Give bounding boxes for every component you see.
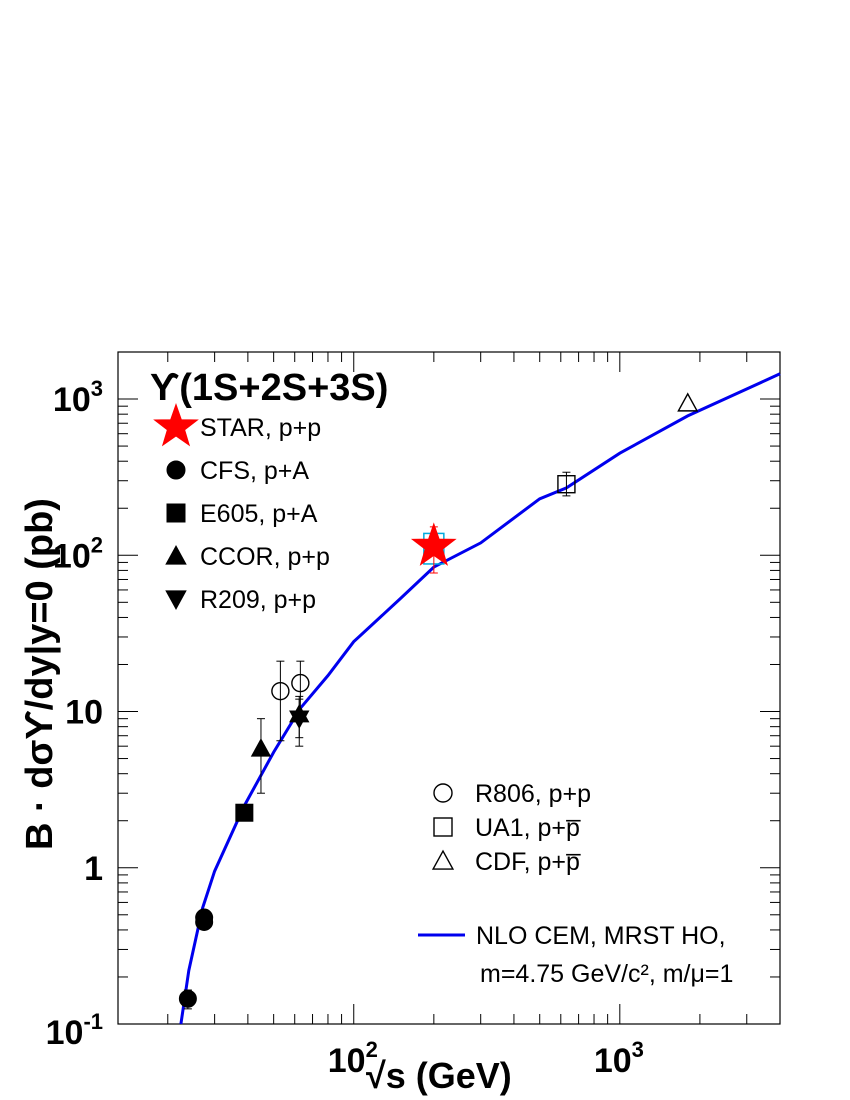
axis-tick-labels: 10-1 1 10 102 103 102 103	[46, 376, 644, 1080]
x-tick-label: 102	[328, 1037, 378, 1080]
star-p-p-marker	[410, 522, 457, 566]
legend-upper-marker	[165, 545, 187, 565]
legend-curve-label: NLO CEM, MRST HO,	[476, 922, 726, 950]
ccor-p-p-marker	[250, 738, 272, 757]
legend-lower-label: UA1, p+p̅	[475, 814, 581, 842]
plot-frame	[117, 351, 781, 1025]
legend-upper-label: CCOR, p+p	[200, 543, 330, 571]
legend-lower-marker	[433, 783, 453, 803]
legend-upper-label: E605, p+A	[200, 500, 318, 528]
legend-lower-marker	[433, 817, 453, 837]
r806-p-p-marker	[271, 681, 290, 701]
y-tick-label: 102	[53, 532, 103, 575]
e605-p-a-marker	[235, 803, 254, 822]
y-axis-label: B · dσϒ/dy|y=0 (pb)	[19, 498, 61, 850]
legend-lower-label: R806, p+p	[475, 780, 591, 808]
cdf-p-p-marker	[677, 392, 699, 412]
x-tick-label: 103	[594, 1037, 644, 1080]
ua1-p-p-marker	[557, 475, 576, 494]
legend-lower-marker	[431, 849, 455, 870]
legend-curve-label-line2: m=4.75 GeV/c², m/μ=1	[480, 960, 733, 988]
y-tick-label: 10	[65, 694, 103, 732]
data-markers	[178, 392, 699, 1010]
axis-ticks	[118, 351, 781, 1025]
r806-p-p-marker	[291, 673, 310, 693]
nlo-cem-curve	[179, 372, 781, 1025]
legend-upper-marker	[166, 460, 186, 480]
legend-upper-label: R209, p+p	[200, 586, 316, 614]
legend-lower: R806, p+p UA1, p+p̅ CDF, p+p̅	[431, 780, 591, 876]
x-axis-label: √s (GeV)	[366, 1055, 512, 1096]
r209-p-p-marker	[289, 710, 310, 730]
legend-upper-label: STAR, p+p	[200, 414, 321, 442]
legend-upper: STAR, p+p CFS, p+A E605, p+A CCOR, p+p R209,…	[153, 402, 330, 614]
legend-upper-marker	[165, 590, 187, 610]
y-tick-label: 1	[84, 850, 103, 888]
legend-upper-marker	[166, 503, 186, 523]
legend-lower-label: CDF, p+p̅	[475, 848, 581, 876]
cfs-p-a-marker	[195, 908, 214, 927]
legend-upper-label: CFS, p+A	[200, 457, 309, 485]
y-tick-label: 103	[53, 376, 103, 419]
legend-upper-marker	[153, 402, 199, 447]
chart-title: ϒ(1S+2S+3S)	[150, 367, 388, 409]
legend-curve-entry: NLO CEM, MRST HO, m=4.75 GeV/c², m/μ=1	[418, 922, 733, 988]
cfs-p-a-marker	[178, 989, 197, 1008]
y-tick-label: 10-1	[46, 1009, 103, 1052]
